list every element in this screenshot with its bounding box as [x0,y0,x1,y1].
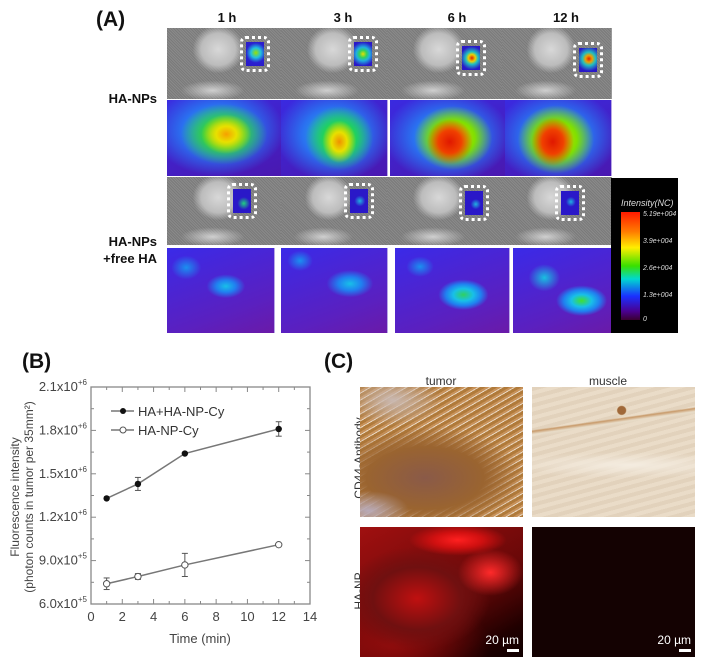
intensity-colorbar: Intensity(NC) 5.19e+004 3.9e+004 2.6e+00… [611,178,678,333]
data-point [134,572,142,581]
mouse-image-free-12h [502,177,612,245]
roi-marker [573,42,603,78]
colorbar-gradient [621,212,640,320]
panel-c-label: (C) [324,350,354,373]
y-axis-title-line2: (photon counts in tumor per 35mm²) [22,401,36,592]
roi-marker [459,185,489,221]
data-point [275,540,283,549]
y-tick-label: 1.5x10+6 [39,465,88,481]
y-tick-label: 1.8x10+6 [39,421,88,437]
plot-frame [90,386,311,605]
svg-text:HA-NP-Cy: HA-NP-Cy [138,423,199,438]
y-tick-label: 1.2x10+6 [39,508,88,524]
colorbar-tick: 5.19e+004 [643,211,677,218]
heatmap-free-1h [167,248,275,333]
muscle-ha-np-fluorescence-image: 20 µm [532,527,695,657]
scale-bar-muscle: 20 µm [657,633,691,652]
time-header-3h: 3 h [333,10,353,25]
row-label-ha-nps: HA-NPs [108,91,157,106]
muscle-cd44-stain-image [532,387,695,517]
y-tick-labels: 6.0x10+5 9.0x10+5 1.2x10+6 1.5x10+6 1.8x10+6… [39,378,88,611]
x-tick-label: 2 [119,609,126,624]
scale-bar-tumor: 20 µm [485,633,519,652]
heatmap-free-3h [281,248,388,333]
data-point [102,580,111,588]
mouse-image-12h [502,28,612,99]
roi-marker [240,36,270,72]
x-tick-label: 14 [303,609,317,624]
legend-item-ha-np-cy: HA-NP-Cy [111,423,199,438]
heatmap-free-12h [513,248,612,333]
x-tick-label: 0 [87,609,94,624]
column-label-tumor: tumor [425,374,457,388]
data-series [102,421,283,591]
filled-circle-marker-icon [120,408,126,414]
roi-marker [555,185,585,221]
y-axis-title-line1: Fluorescence intensity [8,437,22,556]
legend: HA+HA-NP-Cy HA-NP-Cy [111,404,225,438]
panel-a-label: (A) [96,8,126,31]
x-tick-label: 10 [240,609,254,624]
data-point [275,425,282,433]
x-tick-label: 8 [213,609,220,624]
colorbar-tick: 1.3e+004 [643,292,673,299]
heatmap-3h [281,100,388,176]
svg-text:HA+HA-NP-Cy: HA+HA-NP-Cy [138,404,225,419]
column-label-muscle: muscle [588,374,627,388]
x-tick-labels: 0 2 4 6 8 10 12 14 [87,609,317,624]
tumor-ha-np-fluorescence-image: 20 µm [360,527,523,657]
open-circle-marker-icon [119,426,127,434]
roi-marker [344,183,374,219]
y-axis-title: Fluorescence intensity (photon counts in… [8,401,36,592]
y-tick-label: 9.0x10+5 [39,552,88,568]
roi-marker [227,183,257,219]
series-ha-np-cy [102,540,283,591]
x-tick-label: 4 [150,609,157,624]
colorbar-title: Intensity(NC) [621,198,674,208]
fluorescence-line-chart: Fluorescence intensity (photon counts in… [8,378,317,646]
scale-bar-line [507,649,519,652]
mouse-image-free-3h [281,177,388,245]
mouse-image-6h [387,28,503,99]
legend-item-ha-ha-np-cy: HA+HA-NP-Cy [111,404,225,419]
axis-ticks [90,386,311,605]
x-axis-title: Time (min) [169,631,231,646]
panel-b-label: (B) [22,350,52,373]
mouse-image-3h [281,28,397,99]
y-tick-label: 2.1x10+6 [39,378,88,394]
x-tick-label: 6 [181,609,188,624]
mouse-image-free-1h [167,177,282,245]
data-point [103,495,110,502]
y-tick-label: 6.0x10+5 [39,595,88,611]
heatmap-6h [390,100,506,176]
mouse-image-1h [167,28,282,99]
data-point [134,480,142,488]
tumor-cd44-stain-image [360,387,523,517]
series-ha-ha-np-cy [103,421,282,502]
time-header-12h: 12 h [552,10,579,25]
data-point [181,561,189,569]
time-header-6h: 6 h [447,10,467,25]
colorbar-tick: 2.6e+004 [643,265,673,272]
time-header-1h: 1 h [217,10,237,25]
heatmap-1h [167,100,282,176]
colorbar-tick: 0 [643,316,647,323]
heatmap-12h [505,100,612,176]
row-label-ha-nps-free-ha: HA-NPs +free HA [103,234,157,266]
heatmap-free-6h [395,248,510,333]
roi-marker [456,40,486,76]
x-tick-label: 12 [271,609,285,624]
data-point [181,450,189,457]
mouse-image-free-6h [387,177,503,245]
roi-marker [348,36,378,72]
scale-bar-line [679,649,691,652]
colorbar-tick: 3.9e+004 [643,238,673,245]
